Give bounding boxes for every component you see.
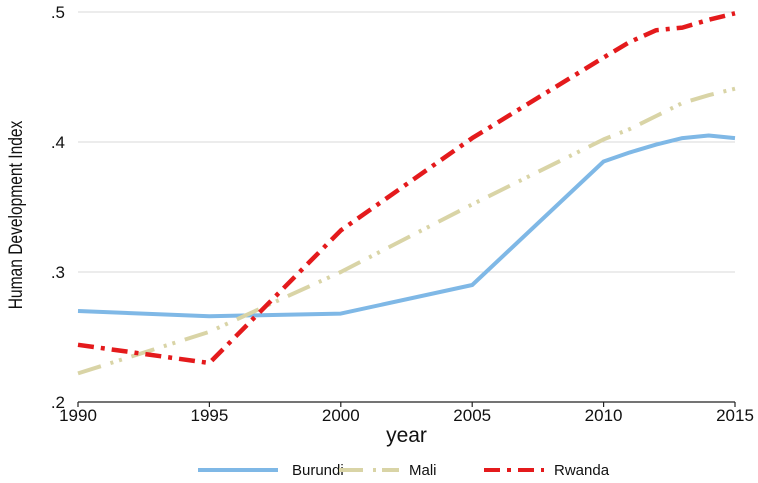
x-axis-title: year xyxy=(386,424,427,447)
x-tick-label-2010: 2010 xyxy=(585,406,623,425)
series-line-mali xyxy=(77,86,736,376)
series-line-rwanda xyxy=(77,11,736,366)
x-tick-label-1995: 1995 xyxy=(190,406,228,425)
legend-label-rwanda: Rwanda xyxy=(554,462,610,479)
x-tick-label-1990: 1990 xyxy=(59,406,97,425)
x-tick-label-2005: 2005 xyxy=(453,406,491,425)
y-tick-label-1: .3 xyxy=(51,263,65,282)
x-axis-ticks: 1990 1995 2000 2005 2010 2015 xyxy=(59,402,754,425)
x-tick-label-2015: 2015 xyxy=(716,406,754,425)
y-axis-title: Human Development Index xyxy=(5,120,27,309)
series-line-burundi xyxy=(77,133,736,319)
y-tick-label-2: .4 xyxy=(51,133,65,152)
legend-label-burundi: Burundi xyxy=(292,462,344,479)
y-tick-label-3: .5 xyxy=(51,3,65,22)
y-axis-ticks: .2 .3 .4 .5 xyxy=(51,3,65,412)
legend: Burundi Mali Rwanda xyxy=(198,462,610,479)
x-tick-label-2000: 2000 xyxy=(322,406,360,425)
legend-label-mali: Mali xyxy=(409,462,437,479)
y-tick-label-0: .2 xyxy=(51,393,65,412)
series-lines xyxy=(77,11,736,376)
gridlines xyxy=(78,11,735,273)
